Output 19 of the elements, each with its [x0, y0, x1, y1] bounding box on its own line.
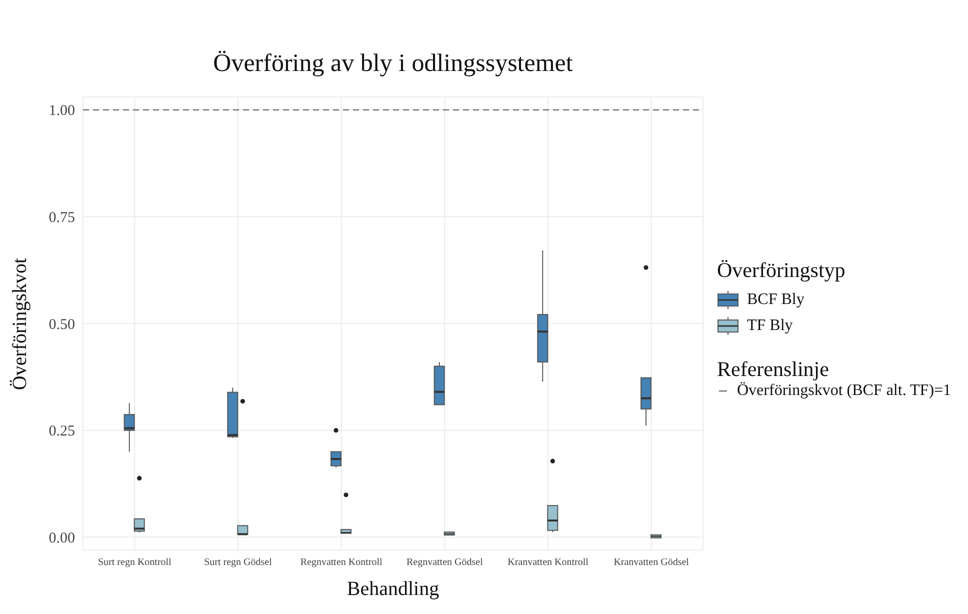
- x-tick-label: Kranvatten Kontroll: [508, 557, 589, 568]
- y-tick-label: 0.75: [48, 210, 75, 226]
- x-tick-label: Surt regn Kontroll: [98, 557, 172, 568]
- legend-title: Överföringstyp: [717, 258, 846, 283]
- y-axis-title: Överföringskvot: [8, 257, 32, 390]
- chart-title: Överföring av bly i odlingssystemet: [212, 50, 574, 78]
- y-tick-label: 0.00: [48, 530, 75, 547]
- y-tick-label: 1.00: [48, 103, 75, 120]
- legend-label: BCF Bly: [746, 290, 806, 310]
- x-tick-label: Regnvatten Gödsel: [406, 557, 484, 568]
- legend-label: Överföringskvot (BCF alt. TF)=1: [736, 382, 952, 400]
- x-tick-label: Kranvatten Gödsel: [614, 557, 690, 568]
- text: Referenslinje: [717, 357, 830, 382]
- x-axis-title: Behandling: [346, 578, 440, 601]
- y-tick-label: 0.25: [48, 424, 75, 440]
- y-tick-label: 0.50: [48, 316, 75, 333]
- x-tick-label: Regnvatten Kontroll: [300, 557, 383, 568]
- x-tick-label: Surt regn Gödsel: [204, 557, 272, 568]
- legend-label: TF Bly: [746, 316, 794, 336]
